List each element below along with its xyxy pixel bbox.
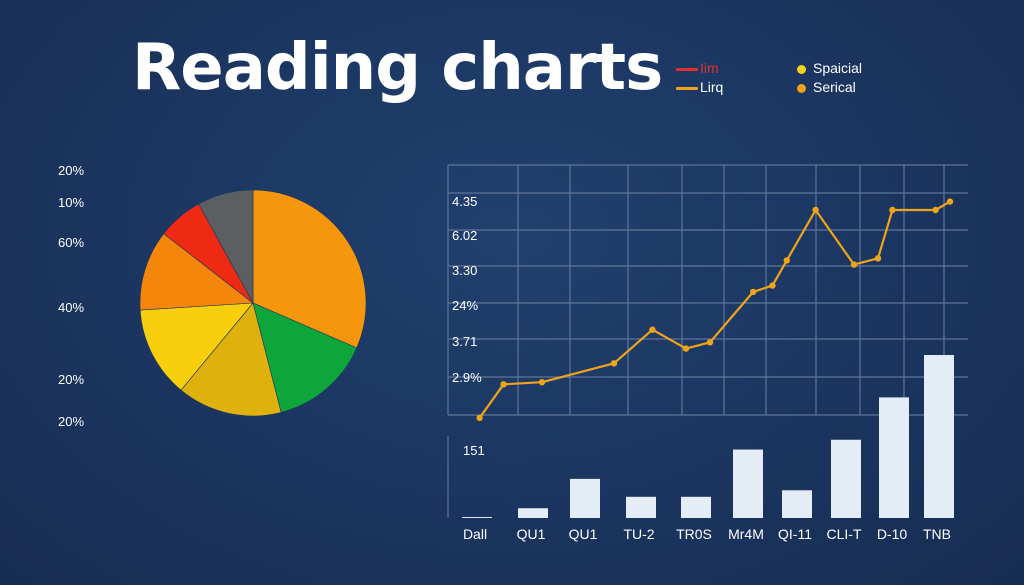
axis-labels: 4.35 6.02 3.30 24% 3.71 2.9% 151 Dall QU1 QU1 TU-2… xyxy=(452,194,951,542)
x-tick-label: Dall xyxy=(463,526,487,542)
x-tick-label: D-10 xyxy=(877,526,908,542)
x-tick-label: TU-2 xyxy=(623,526,654,542)
line-point-11 xyxy=(850,261,858,268)
line-point-10 xyxy=(812,206,819,214)
x-tick-label: QU1 xyxy=(569,526,598,542)
bar-top-label: 151 xyxy=(463,443,485,458)
legend-red-line-icon xyxy=(676,67,698,71)
legend-label-spaicial: Spaicial xyxy=(813,60,863,76)
line-point-6 xyxy=(706,339,714,346)
pie-label: 60% xyxy=(58,235,85,250)
legend-item-serical: Serical xyxy=(797,79,856,95)
x-tick-label: QI-11 xyxy=(778,526,812,542)
y-tick-label: 3.71 xyxy=(452,334,477,349)
legend-label-serical: Serical xyxy=(813,79,856,95)
pie-label: 20% xyxy=(58,414,85,429)
line-point-12 xyxy=(874,255,882,262)
pie-slice-gray xyxy=(198,189,254,304)
line-point-8 xyxy=(769,282,776,289)
line-point-0 xyxy=(476,414,483,422)
legend-label-lirq: Lirq xyxy=(700,79,724,95)
y-tick-label: 6.02 xyxy=(452,228,477,243)
line-series xyxy=(478,200,951,419)
pie-label: 40% xyxy=(58,300,85,315)
line-point-14 xyxy=(932,206,939,214)
bar-9 xyxy=(924,355,954,518)
legend-orange-line-icon xyxy=(676,86,698,90)
pie-slice-yellow xyxy=(139,302,254,391)
x-tick-label: TNB xyxy=(923,526,951,542)
pie-label: 20% xyxy=(58,372,85,387)
line-point-15 xyxy=(946,198,954,205)
y-tick-label: 3.30 xyxy=(452,263,477,278)
line-point-1 xyxy=(500,381,507,388)
legend-item-iim: Iim xyxy=(676,60,719,76)
y-tick-label: 4.35 xyxy=(452,194,477,209)
x-tick-label: Mr4M xyxy=(728,526,764,542)
line-point-9 xyxy=(783,257,790,264)
x-tick-label: TR0S xyxy=(676,526,712,542)
bar-4 xyxy=(681,496,711,518)
bar-7 xyxy=(831,439,861,518)
line-point-2 xyxy=(538,379,546,386)
line-point-3 xyxy=(610,360,618,367)
bar-1 xyxy=(518,508,548,518)
line-point-13 xyxy=(889,206,896,214)
bar-3 xyxy=(626,496,656,518)
line-point-7 xyxy=(750,288,757,296)
pie-slice-green xyxy=(252,302,358,413)
legend-yellow-dot-icon xyxy=(797,64,806,74)
pie-label: 20% xyxy=(58,163,85,178)
bar-8 xyxy=(879,397,909,518)
y-tick-label: 24% xyxy=(452,298,478,313)
line-chart xyxy=(476,198,954,422)
bar-2 xyxy=(570,478,600,518)
x-tick-label: CLI-T xyxy=(827,526,862,542)
pie-slice-orange-large xyxy=(252,189,367,349)
line-chart-grid xyxy=(447,164,968,518)
legend-label-iim: Iim xyxy=(700,60,719,76)
line-point-5 xyxy=(682,345,690,352)
legend-item-lirq: Lirq xyxy=(676,79,723,95)
y-tick-label: 2.9% xyxy=(452,370,482,385)
chart-title: Reading charts xyxy=(132,31,663,105)
pie-slice-orange xyxy=(139,233,254,311)
pie-slice-mustard xyxy=(180,302,282,417)
legend-orange-dot-icon xyxy=(797,83,806,93)
pie-label: 10% xyxy=(58,195,85,210)
x-tick-label: QU1 xyxy=(517,526,546,542)
line-point-4 xyxy=(649,326,656,333)
bar-chart xyxy=(462,355,954,518)
pie-chart xyxy=(139,189,367,417)
legend-item-spaicial: Spaicial xyxy=(797,60,862,76)
bar-0 xyxy=(462,517,492,518)
bar-5 xyxy=(733,449,763,518)
bar-6 xyxy=(782,490,812,518)
